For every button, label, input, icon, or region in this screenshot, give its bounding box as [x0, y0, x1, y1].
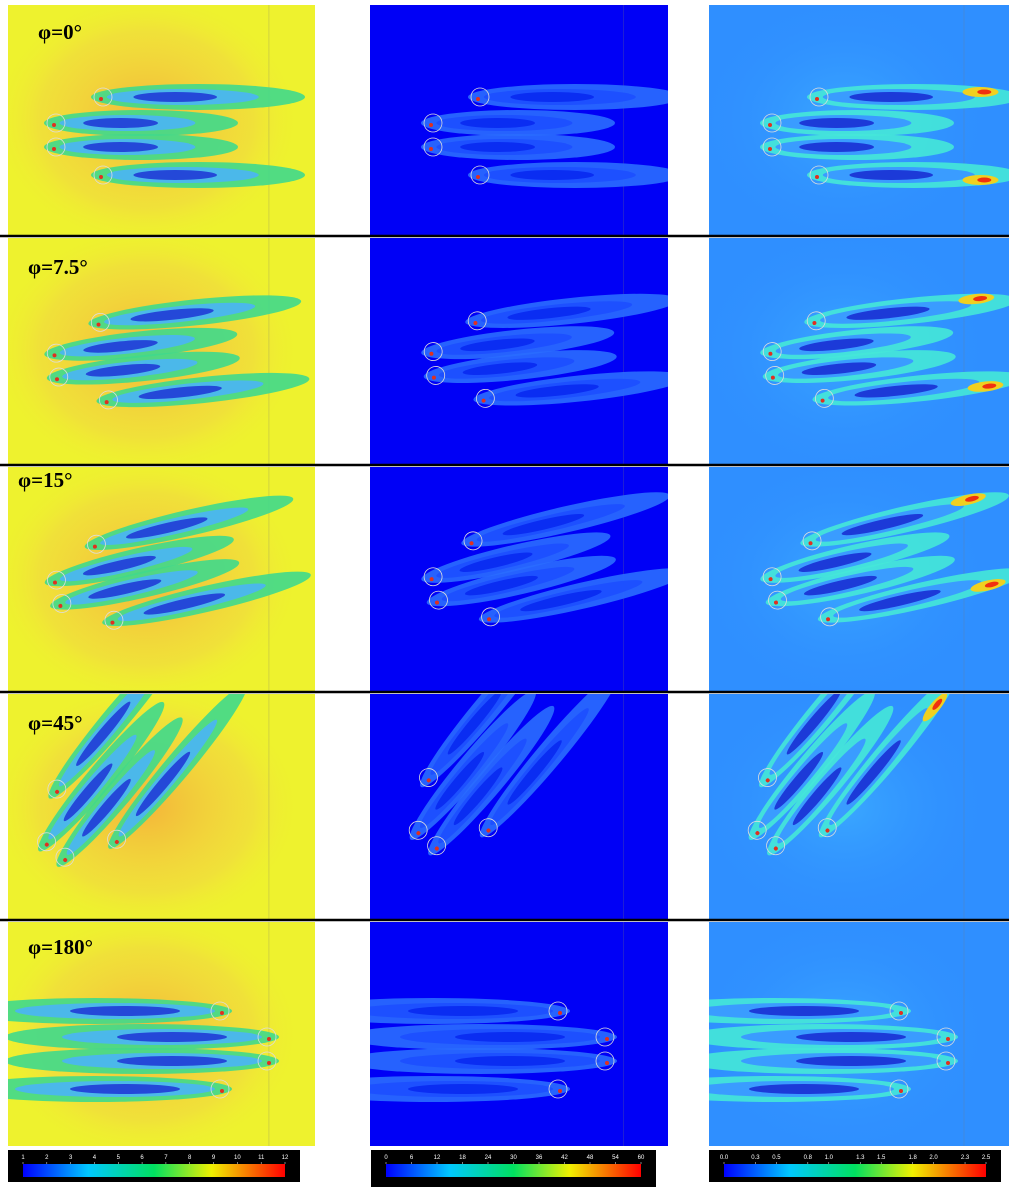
wake-core [83, 118, 158, 128]
cylinder-edge [899, 1089, 903, 1093]
cylinder-edge [558, 1089, 562, 1093]
contour-panel [296, 922, 668, 1146]
wake-core [408, 1084, 518, 1094]
cylinder-edge [267, 1037, 271, 1041]
hot-spot [675, 1004, 689, 1009]
cylinder-edge [558, 1011, 562, 1015]
colorbar-tick-label: 60 [638, 1155, 645, 1161]
contour-panel [637, 911, 1009, 1157]
figure: φ=0°φ=7.5°φ=15°φ=45°φ=180°12345678910111… [0, 0, 1009, 1187]
contour-panel [694, 0, 1009, 247]
wake-core [117, 1032, 227, 1042]
cylinder-edge [605, 1037, 609, 1041]
wake-core [408, 1006, 518, 1016]
colorbar-tick-label: 1.0 [825, 1155, 834, 1161]
angle-label: φ=0° [38, 20, 82, 44]
wake-core [460, 118, 535, 128]
colorbar-tick-label: 24 [485, 1155, 492, 1161]
wake-core [70, 1084, 180, 1094]
colorbar-tick-label: 54 [612, 1155, 619, 1161]
wake-core [799, 118, 874, 128]
cylinder-edge [476, 97, 480, 101]
wake-core [510, 170, 594, 180]
wake-core [455, 1056, 565, 1066]
cylinder-edge [476, 175, 480, 179]
wake-core [849, 170, 933, 180]
cylinder-edge [429, 123, 433, 127]
colorbar-tick-label: 0.3 [751, 1155, 760, 1161]
colorbar-tick-label: 0.8 [804, 1155, 813, 1161]
wake-core [799, 142, 874, 152]
wake-core [133, 92, 217, 102]
cylinder-edge [946, 1061, 950, 1065]
wake-core [796, 1056, 906, 1066]
colorbar-tick-label: 1.8 [908, 1155, 917, 1161]
wake-core [849, 92, 933, 102]
colorbar-tick-label: 30 [510, 1155, 517, 1161]
wake-core [117, 1056, 227, 1066]
cylinder-edge [220, 1089, 224, 1093]
colorbar [23, 1164, 285, 1177]
contour-panel [370, 238, 688, 464]
cylinder-edge [815, 97, 819, 101]
cylinder-edge [768, 123, 772, 127]
colorbar-tick-label: 18 [459, 1155, 466, 1161]
contour-panel [370, 467, 690, 691]
cylinder-edge [899, 1011, 903, 1015]
colorbar-tick-label: 1.3 [856, 1155, 865, 1161]
cylinder-edge [429, 147, 433, 151]
angle-label: φ=45° [28, 711, 82, 735]
wake-core [510, 92, 594, 102]
cylinder-edge [220, 1011, 224, 1015]
angle-label: φ=15° [18, 468, 72, 492]
angle-label: φ=180° [28, 935, 93, 959]
contour-panel [694, 456, 1009, 702]
colorbar-tick-label: 11 [258, 1155, 265, 1161]
colorbar-tick-label: 0.5 [772, 1155, 781, 1161]
colorbar [386, 1164, 641, 1177]
colorbar-tick-label: 42 [561, 1155, 568, 1161]
cylinder-edge [605, 1061, 609, 1065]
contour-panel [370, 5, 682, 235]
wake-core [455, 1032, 565, 1042]
hot-spot [977, 90, 991, 95]
hot-spot [669, 1001, 705, 1011]
colorbar-tick-label: 10 [234, 1155, 241, 1161]
colorbar-tick-label: 1.5 [877, 1155, 886, 1161]
colorbar-tick-label: 36 [536, 1155, 543, 1161]
wake-core [70, 1006, 180, 1016]
colorbar-tick-label: 12 [282, 1155, 289, 1161]
contour-panel [0, 456, 315, 702]
cylinder-edge [52, 147, 56, 151]
hot-spot [669, 1089, 705, 1099]
wake-core [749, 1084, 859, 1094]
colorbar-tick-label: 48 [587, 1155, 594, 1161]
wake-core [133, 170, 217, 180]
cylinder-edge [52, 123, 56, 127]
cylinder-edge [946, 1037, 950, 1041]
colorbar-tick-label: 2.0 [929, 1155, 938, 1161]
colorbar-tick-label: 0.0 [720, 1155, 729, 1161]
cylinder-edge [768, 147, 772, 151]
cylinder-edge [267, 1061, 271, 1065]
wake-core [460, 142, 535, 152]
cylinder-edge [815, 175, 819, 179]
wake-core [83, 142, 158, 152]
colorbar-tick-label: 12 [434, 1155, 441, 1161]
colorbar-tick-label: 2.3 [961, 1155, 970, 1161]
wake-core [749, 1006, 859, 1016]
cylinder-edge [99, 175, 103, 179]
colorbar-tick-label: 2.5 [982, 1155, 991, 1161]
hot-spot [675, 1092, 689, 1097]
contour-panel [694, 227, 1009, 476]
cylinder-edge [99, 97, 103, 101]
hot-spot [977, 178, 991, 183]
angle-label: φ=7.5° [28, 255, 88, 279]
wake-core [796, 1032, 906, 1042]
colorbar [724, 1164, 986, 1177]
